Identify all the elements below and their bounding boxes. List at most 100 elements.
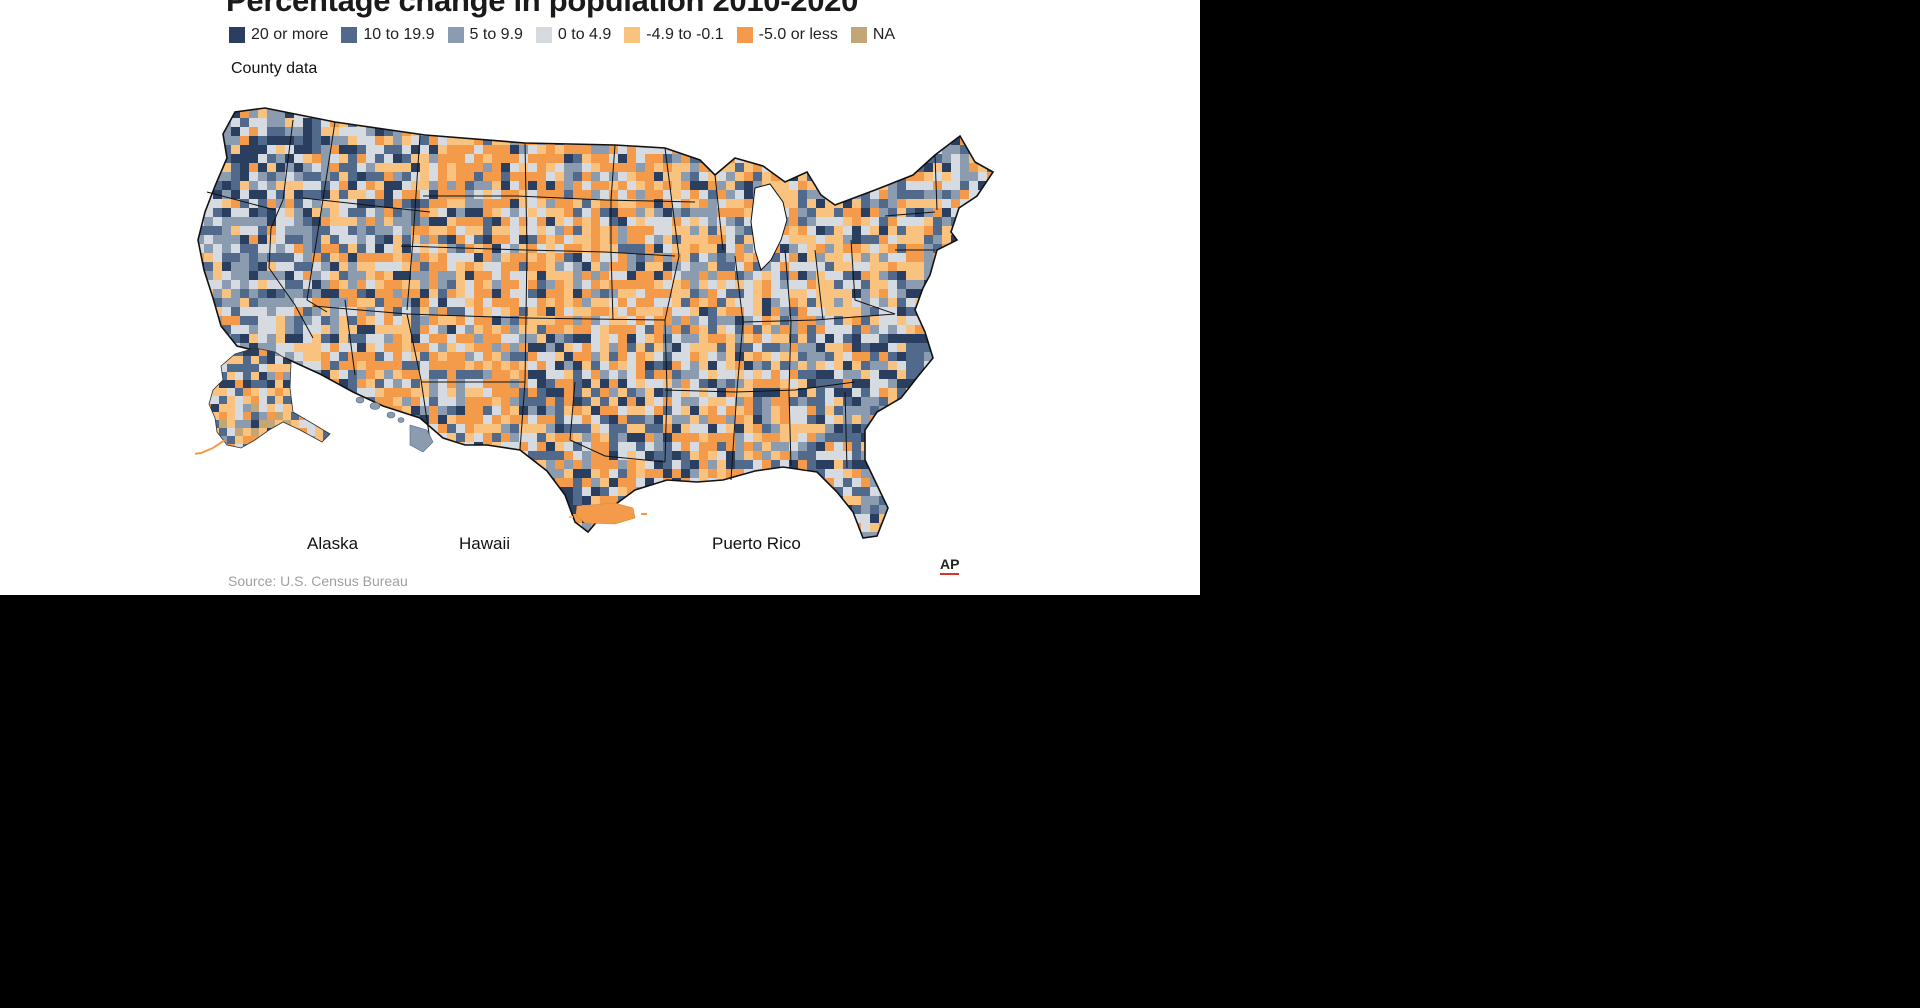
county-cell xyxy=(411,298,420,307)
county-cell xyxy=(762,505,771,514)
county-cell xyxy=(636,172,645,181)
county-cell xyxy=(897,244,906,253)
county-cell xyxy=(627,163,636,172)
county-cell xyxy=(987,325,993,334)
county-cell xyxy=(564,244,573,253)
county-cell xyxy=(231,136,240,145)
county-cell xyxy=(672,271,681,280)
county-cell xyxy=(251,372,259,380)
county-cell xyxy=(519,352,528,361)
county-cell xyxy=(906,469,915,478)
county-cell xyxy=(744,523,753,532)
county-cell xyxy=(438,361,447,370)
county-cell xyxy=(735,163,744,172)
county-cell xyxy=(492,460,501,469)
county-cell xyxy=(897,343,906,352)
county-cell xyxy=(249,469,258,478)
county-cell xyxy=(870,442,879,451)
county-cell xyxy=(717,469,726,478)
county-cell xyxy=(573,361,582,370)
county-cell xyxy=(330,433,339,442)
county-cell xyxy=(852,109,861,118)
county-cell xyxy=(348,343,357,352)
county-cell xyxy=(870,172,879,181)
county-cell xyxy=(600,361,609,370)
county-cell xyxy=(492,307,501,316)
county-cell xyxy=(771,442,780,451)
county-cell xyxy=(987,379,993,388)
county-cell xyxy=(807,154,816,163)
county-cell xyxy=(744,442,753,451)
county-cell xyxy=(285,352,294,361)
county-cell xyxy=(780,109,789,118)
county-cell xyxy=(834,253,843,262)
county-cell xyxy=(609,397,618,406)
county-cell xyxy=(339,172,348,181)
county-cell xyxy=(546,298,555,307)
county-cell xyxy=(384,280,393,289)
county-cell xyxy=(483,208,492,217)
county-cell xyxy=(951,262,960,271)
county-cell xyxy=(942,118,951,127)
county-cell xyxy=(213,505,222,514)
county-cell xyxy=(564,172,573,181)
county-cell xyxy=(816,532,825,538)
county-cell xyxy=(789,469,798,478)
county-cell xyxy=(672,253,681,262)
county-cell xyxy=(213,127,222,136)
county-cell xyxy=(420,325,429,334)
county-cell xyxy=(294,343,303,352)
county-cell xyxy=(331,388,339,396)
county-cell xyxy=(672,415,681,424)
county-cell xyxy=(483,343,492,352)
county-cell xyxy=(861,181,870,190)
county-cell xyxy=(366,451,375,460)
county-cell xyxy=(240,118,249,127)
county-cell xyxy=(807,262,816,271)
county-cell xyxy=(465,469,474,478)
county-cell xyxy=(951,190,960,199)
county-cell xyxy=(315,452,323,460)
county-cell xyxy=(978,163,987,172)
county-cell xyxy=(726,307,735,316)
county-cell xyxy=(411,163,420,172)
county-cell xyxy=(546,343,555,352)
county-cell xyxy=(537,505,546,514)
county-cell xyxy=(438,523,447,532)
county-cell xyxy=(519,199,528,208)
county-cell xyxy=(924,451,933,460)
county-cell xyxy=(708,433,717,442)
county-cell xyxy=(393,325,402,334)
county-cell xyxy=(501,190,510,199)
county-cell xyxy=(537,523,546,532)
county-cell xyxy=(384,325,393,334)
county-cell xyxy=(474,442,483,451)
county-cell xyxy=(537,208,546,217)
county-cell xyxy=(198,307,204,316)
county-cell xyxy=(429,370,438,379)
county-cell xyxy=(275,452,283,460)
county-cell xyxy=(717,415,726,424)
county-cell xyxy=(969,505,978,514)
county-cell xyxy=(663,325,672,334)
county-cell xyxy=(483,262,492,271)
county-cell xyxy=(618,244,627,253)
county-cell xyxy=(375,163,384,172)
county-cell xyxy=(276,127,285,136)
county-cell xyxy=(438,316,447,325)
county-cell xyxy=(636,190,645,199)
county-cell xyxy=(672,136,681,145)
county-cell xyxy=(969,541,978,550)
county-cell xyxy=(762,370,771,379)
county-cell xyxy=(843,244,852,253)
county-cell xyxy=(429,280,438,289)
county-cell xyxy=(969,460,978,469)
county-cell xyxy=(465,406,474,415)
county-cell xyxy=(771,361,780,370)
county-cell xyxy=(483,460,492,469)
county-cell xyxy=(357,541,366,550)
county-cell xyxy=(393,532,402,538)
county-cell xyxy=(663,532,672,538)
county-cell xyxy=(291,452,299,460)
county-cell xyxy=(789,208,798,217)
